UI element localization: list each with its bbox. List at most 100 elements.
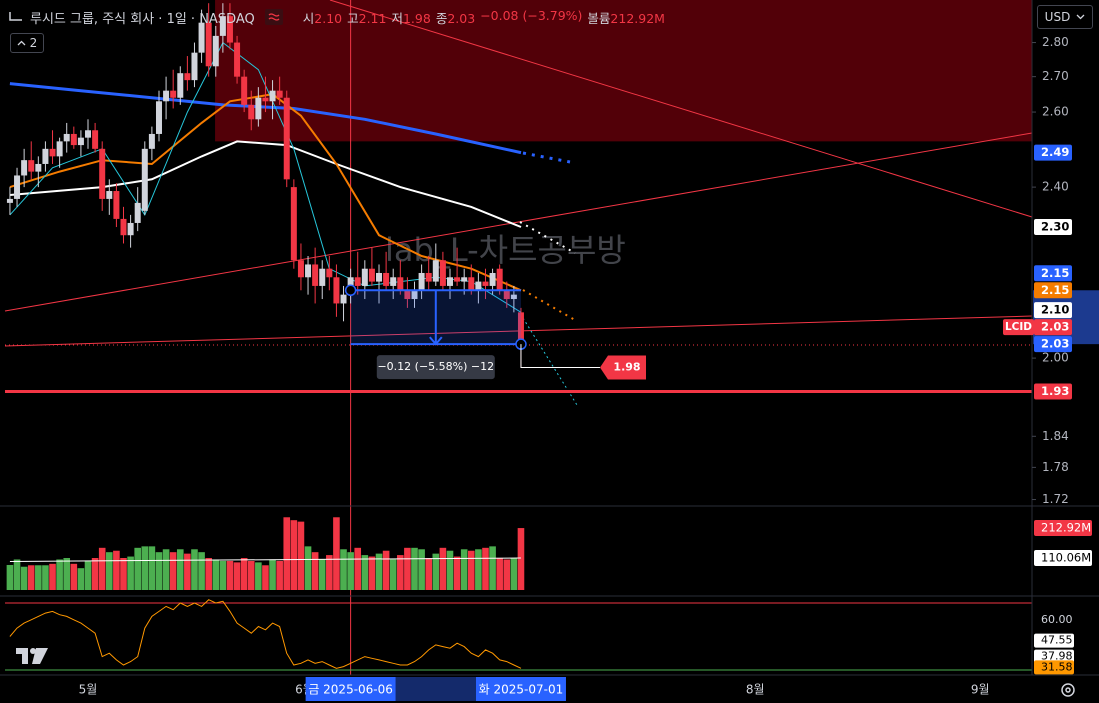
candle-body: [155, 101, 162, 134]
candle-body: [63, 133, 70, 142]
candle-body: [226, 16, 233, 43]
candle-body: [276, 90, 283, 98]
volume-tag-label: 212.92M: [1041, 521, 1091, 535]
candle-body: [212, 35, 219, 67]
price-tag-label: 2.15: [1041, 266, 1069, 280]
currency-select[interactable]: USD: [1037, 5, 1093, 29]
volume-bar: [304, 546, 312, 590]
logo-part: [16, 648, 28, 664]
volume-bar: [219, 560, 227, 590]
volume-bar: [361, 555, 369, 590]
legend-item: 시2.10: [303, 8, 342, 27]
icon-path: [17, 40, 26, 46]
price-tag-label: 1.93: [1041, 384, 1069, 398]
volume-bar: [77, 568, 85, 590]
volume-bar: [397, 555, 404, 590]
candle-body: [198, 22, 205, 53]
volume-tag-bg: [1034, 549, 1092, 566]
candle-body: [163, 90, 170, 102]
trend-line: [329, 0, 1033, 218]
candle-body: [99, 148, 106, 199]
candle-body: [269, 90, 276, 102]
symbol-icon: [9, 12, 22, 21]
candle-body: [28, 160, 35, 172]
candle-body: [432, 260, 439, 282]
candle-body: [262, 97, 269, 102]
ohlc-legend: 시2.10 고2.11 저1.98 종2.03 −0.08 (−3.79%) 볼륨212.…: [303, 8, 665, 27]
time-tag-label: 금 2025-06-06: [308, 683, 393, 697]
price-tag-label: 2.30: [1041, 220, 1069, 234]
y-tick-label: 1.78: [1042, 460, 1069, 474]
measure-handle: [344, 284, 357, 297]
price-tag-bg: [1034, 319, 1072, 336]
candle-body: [92, 130, 99, 149]
candle-body: [297, 260, 304, 278]
oscillator-tag-label: 37.98: [1041, 650, 1073, 663]
volume-bar: [269, 559, 276, 590]
legend-item: 볼륨212.92M: [587, 8, 665, 27]
volume-bar: [127, 556, 134, 590]
volume-bar: [482, 547, 489, 590]
price-tag-label: 2.03: [1041, 320, 1069, 334]
candle-body: [219, 16, 226, 36]
volume-bar: [240, 558, 248, 590]
price-tag-bg: [1034, 282, 1072, 299]
volume-ma: [9, 557, 521, 562]
candle-body: [446, 277, 453, 286]
candle-body: [475, 281, 482, 291]
volume-tag-label: 110.06M: [1041, 550, 1091, 564]
volume-bar: [496, 558, 503, 590]
price-tag-label: 2.10: [1041, 303, 1069, 317]
volume-bar: [517, 528, 525, 590]
trend-line: [4, 132, 1033, 312]
candle-body: [127, 222, 134, 236]
volume-bar: [446, 550, 454, 590]
logo-part: [32, 648, 48, 664]
time-range-highlight: [395, 677, 476, 701]
candle-body: [340, 294, 347, 304]
icon-path: [268, 13, 280, 21]
volume-bar: [467, 550, 475, 590]
volume-bar: [425, 558, 432, 590]
volume-bar: [489, 546, 496, 590]
symbol-name[interactable]: 루시드 그룹, 주식 회사 · 1일 · NASDAQ: [30, 11, 255, 27]
legend-value: 2.10: [314, 10, 343, 26]
gear-icon[interactable]: [1065, 687, 1071, 693]
candle-body: [70, 133, 77, 146]
oscillator-tag-label: 31.58: [1041, 660, 1073, 673]
oscillator-tag-bg: [1034, 660, 1074, 675]
price-tag-bg: [1034, 265, 1072, 282]
volume-bar: [42, 565, 49, 590]
volume-bar: [340, 549, 347, 590]
candle-body: [439, 260, 446, 286]
volume-bar: [375, 553, 383, 590]
indicator-toggle[interactable]: 2: [10, 33, 44, 53]
indicator-status[interactable]: [264, 9, 283, 25]
candle-body: [205, 22, 212, 67]
volume-bar: [475, 549, 482, 590]
low-connector: [520, 344, 600, 369]
y-tick-label: 1.84: [1042, 429, 1069, 443]
candle-body: [177, 73, 184, 98]
legend-value: 2.03: [447, 10, 476, 26]
volume-bar: [290, 520, 298, 590]
gear-icon[interactable]: [1061, 683, 1075, 697]
candle-body: [517, 312, 524, 345]
price-tag-label: 2.49: [1041, 145, 1069, 159]
symbol-tag-bg: [1003, 319, 1034, 336]
settings-button[interactable]: [1061, 683, 1075, 697]
candle-body: [383, 272, 390, 286]
indicator-count[interactable]: 2: [29, 36, 38, 50]
volume-bar: [333, 517, 340, 590]
currency[interactable]: USD: [1044, 10, 1071, 24]
candle-body: [191, 52, 198, 81]
volume-bar: [6, 564, 14, 590]
chevron: [1076, 14, 1085, 20]
oscillator-tag-bg: [1034, 612, 1074, 627]
candle-body: [148, 133, 155, 149]
volume-bar: [226, 560, 234, 590]
volume-bar: [91, 558, 99, 590]
x-tick-label: 5월: [79, 683, 98, 697]
volume-bar: [176, 549, 184, 590]
